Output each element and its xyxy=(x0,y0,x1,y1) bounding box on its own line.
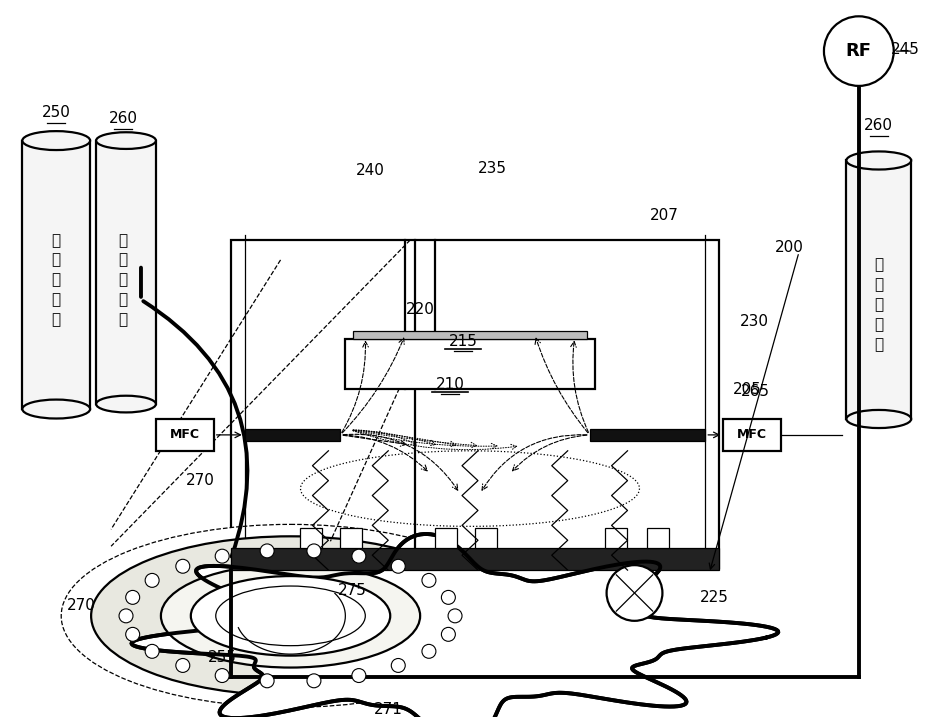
Text: 255: 255 xyxy=(208,650,237,665)
Text: MFC: MFC xyxy=(737,428,767,441)
Circle shape xyxy=(441,590,455,604)
Polygon shape xyxy=(647,528,668,548)
Ellipse shape xyxy=(191,576,389,656)
Ellipse shape xyxy=(845,151,910,169)
Polygon shape xyxy=(845,161,910,419)
Circle shape xyxy=(391,659,404,672)
Polygon shape xyxy=(604,528,626,548)
Polygon shape xyxy=(230,240,719,568)
Text: 265: 265 xyxy=(739,384,768,399)
Polygon shape xyxy=(353,331,586,339)
Circle shape xyxy=(260,544,274,558)
Polygon shape xyxy=(96,140,155,404)
Ellipse shape xyxy=(91,536,490,696)
Text: RF: RF xyxy=(845,42,870,60)
Ellipse shape xyxy=(161,564,419,667)
Circle shape xyxy=(260,674,274,688)
Circle shape xyxy=(125,590,139,604)
Circle shape xyxy=(119,609,133,623)
Polygon shape xyxy=(22,140,90,409)
Ellipse shape xyxy=(96,396,155,413)
Text: 250: 250 xyxy=(42,105,70,120)
Circle shape xyxy=(176,559,190,573)
Text: MFC: MFC xyxy=(169,428,199,441)
Ellipse shape xyxy=(215,586,365,646)
Text: 270: 270 xyxy=(186,473,215,488)
Circle shape xyxy=(215,549,229,563)
Text: 反
应
气
体
源: 反 应 气 体 源 xyxy=(51,233,61,327)
Polygon shape xyxy=(230,548,719,570)
Text: 215: 215 xyxy=(448,334,477,349)
FancyBboxPatch shape xyxy=(155,419,213,451)
Circle shape xyxy=(145,644,159,658)
Text: 260: 260 xyxy=(863,118,892,133)
Polygon shape xyxy=(300,528,322,548)
Text: 271: 271 xyxy=(373,702,402,717)
Polygon shape xyxy=(589,429,705,441)
Ellipse shape xyxy=(96,132,155,149)
Circle shape xyxy=(823,17,893,86)
Ellipse shape xyxy=(61,524,519,707)
Text: 235: 235 xyxy=(477,161,505,176)
Text: 225: 225 xyxy=(699,590,728,606)
Polygon shape xyxy=(244,429,340,441)
Ellipse shape xyxy=(22,131,90,150)
Text: 205: 205 xyxy=(732,382,761,397)
Ellipse shape xyxy=(845,410,910,428)
Text: 200: 200 xyxy=(774,240,803,256)
Circle shape xyxy=(352,549,365,563)
Polygon shape xyxy=(131,534,778,720)
Circle shape xyxy=(441,627,455,642)
Text: 240: 240 xyxy=(356,163,385,178)
Circle shape xyxy=(391,559,404,573)
FancyBboxPatch shape xyxy=(723,419,781,451)
Text: 207: 207 xyxy=(650,207,678,222)
Text: 载
流
气
体
源: 载 流 气 体 源 xyxy=(118,233,127,327)
Circle shape xyxy=(176,659,190,672)
Polygon shape xyxy=(340,528,362,548)
Text: 245: 245 xyxy=(890,42,919,57)
Circle shape xyxy=(421,644,435,658)
Circle shape xyxy=(352,669,365,683)
Circle shape xyxy=(606,565,662,621)
Text: 270: 270 xyxy=(66,598,95,613)
Circle shape xyxy=(145,573,159,588)
Circle shape xyxy=(125,627,139,642)
Text: 载
流
气
体
源: 载 流 气 体 源 xyxy=(873,258,883,352)
Circle shape xyxy=(307,674,320,688)
Text: 260: 260 xyxy=(109,111,138,126)
Text: 220: 220 xyxy=(405,302,434,317)
Text: 210: 210 xyxy=(435,377,464,392)
Polygon shape xyxy=(475,528,496,548)
Circle shape xyxy=(307,544,320,558)
Circle shape xyxy=(447,609,461,623)
Text: 230: 230 xyxy=(739,314,768,329)
Circle shape xyxy=(421,573,435,588)
Circle shape xyxy=(215,669,229,683)
Ellipse shape xyxy=(22,400,90,418)
Polygon shape xyxy=(434,528,457,548)
Text: 275: 275 xyxy=(338,582,366,598)
Polygon shape xyxy=(345,339,594,389)
